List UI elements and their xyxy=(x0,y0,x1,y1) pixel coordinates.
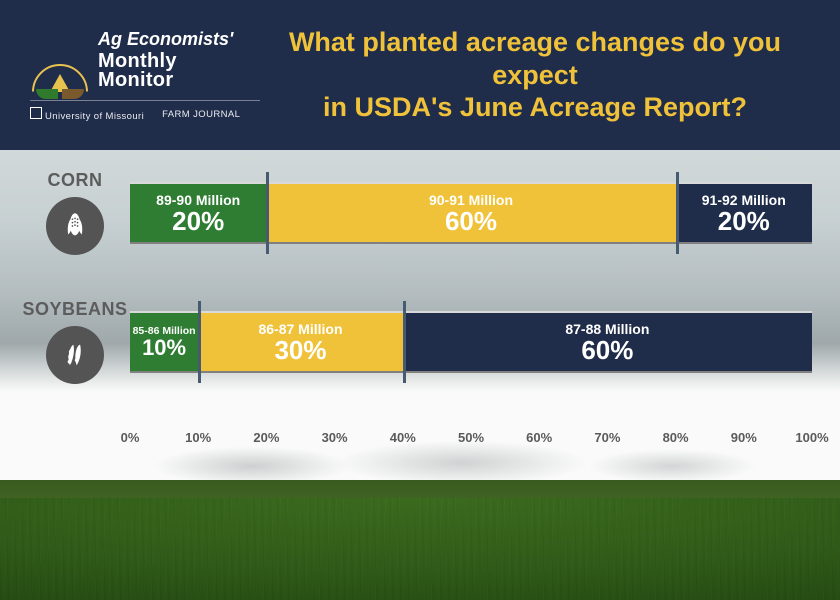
seg-corn-0: 89-90 Million 20% xyxy=(130,184,266,242)
seg-pct: 20% xyxy=(172,208,224,234)
logo-line3: Monitor xyxy=(98,69,173,91)
row-corn: CORN 89-90 Millio xyxy=(20,170,812,255)
tick: 10% xyxy=(185,430,211,445)
corn-icon xyxy=(46,197,104,255)
seg-pct: 10% xyxy=(142,337,186,359)
tick: 20% xyxy=(253,430,279,445)
headline: What planted acreage changes do you expe… xyxy=(260,26,840,123)
headline-line2: in USDA's June Acreage Report? xyxy=(260,91,810,123)
bar-corn: 89-90 Million 20% 90-91 Million 60% 91-9… xyxy=(130,182,812,244)
seg-corn-1: 90-91 Million 60% xyxy=(266,184,675,242)
tick: 0% xyxy=(121,430,140,445)
row-label-soybeans: SOYBEANS xyxy=(20,299,130,384)
field-texture xyxy=(0,498,840,600)
seg-soy-2: 87-88 Million 60% xyxy=(403,313,812,371)
tick: 90% xyxy=(731,430,757,445)
bar-soybeans: 85-86 Million 10% 86-87 Million 30% 87-8… xyxy=(130,311,812,373)
seg-pct: 60% xyxy=(581,337,633,363)
chart: CORN 89-90 Millio xyxy=(0,170,840,460)
field-horizon xyxy=(0,480,840,498)
soybean-icon xyxy=(46,326,104,384)
headline-line1: What planted acreage changes do you expe… xyxy=(260,26,810,91)
tick: 80% xyxy=(663,430,689,445)
logo-sub-left: University of Missouri xyxy=(45,111,144,122)
divider xyxy=(266,172,269,254)
x-axis: 0% 10% 20% 30% 40% 50% 60% 70% 80% 90% 1… xyxy=(130,428,812,452)
row-name: SOYBEANS xyxy=(22,299,127,320)
tick: 70% xyxy=(594,430,620,445)
logo-text: Ag Economists' Monthly Monitor xyxy=(98,29,233,92)
row-label-corn: CORN xyxy=(20,170,130,255)
header: Ag Economists' Monthly Monitor Universit… xyxy=(0,0,840,150)
logo-mark-icon xyxy=(30,48,90,92)
seg-soy-0: 85-86 Million 10% xyxy=(130,313,198,371)
page: Ag Economists' Monthly Monitor Universit… xyxy=(0,0,840,600)
seg-pct: 20% xyxy=(718,208,770,234)
row-soybeans: SOYBEANS 85-86 Million 10% 8 xyxy=(20,299,812,384)
divider xyxy=(676,172,679,254)
seg-pct: 60% xyxy=(445,208,497,234)
tick: 50% xyxy=(458,430,484,445)
seg-pct: 30% xyxy=(274,337,326,363)
logo-sub-right: FARM JOURNAL xyxy=(162,109,240,120)
logo: Ag Economists' Monthly Monitor Universit… xyxy=(0,29,260,122)
tick: 30% xyxy=(322,430,348,445)
shield-icon xyxy=(30,107,42,119)
seg-corn-2: 91-92 Million 20% xyxy=(676,184,812,242)
tick: 100% xyxy=(795,430,828,445)
divider xyxy=(198,301,201,383)
divider xyxy=(403,301,406,383)
row-name: CORN xyxy=(48,170,103,191)
tick: 60% xyxy=(526,430,552,445)
logo-line1: Ag Economists' xyxy=(98,29,233,50)
seg-soy-1: 86-87 Million 30% xyxy=(198,313,403,371)
tick: 40% xyxy=(390,430,416,445)
logo-subline: University of Missouri FARM JOURNAL xyxy=(30,100,260,122)
